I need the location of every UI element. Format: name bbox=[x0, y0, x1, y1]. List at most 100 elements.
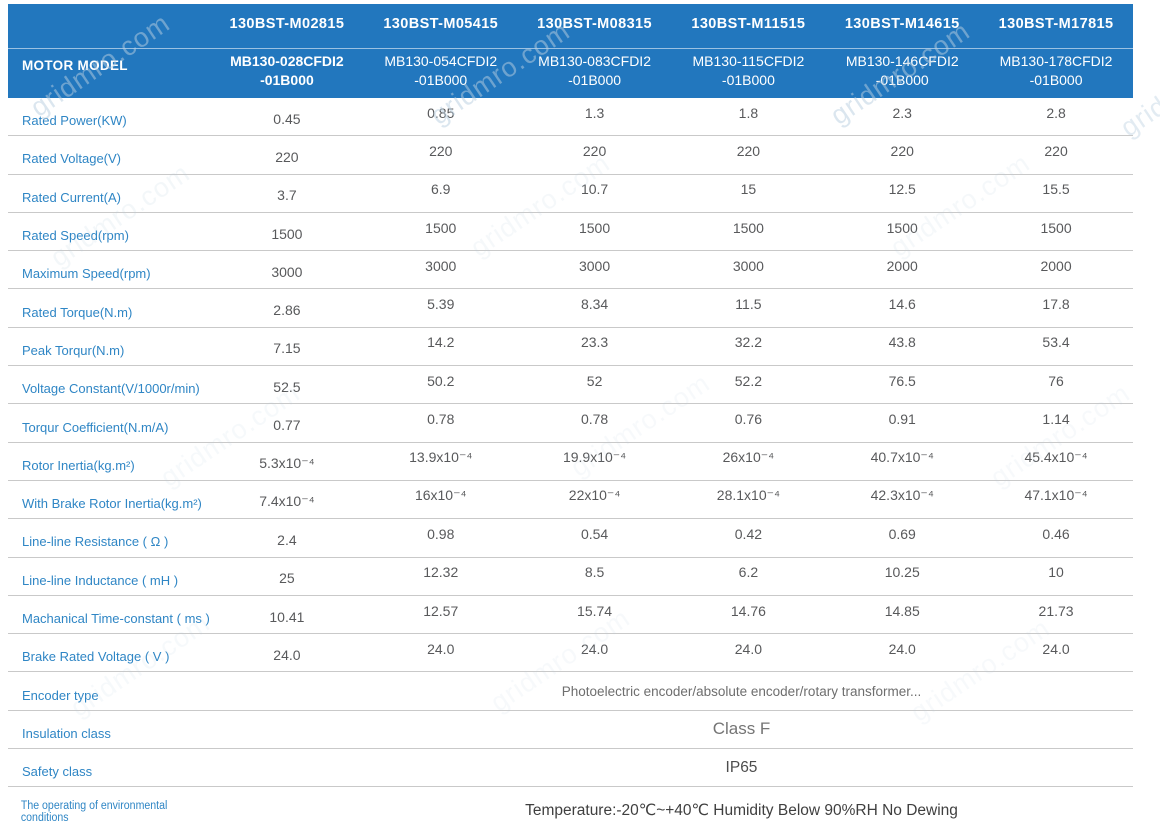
spec-value: 42.3x10⁻⁴ bbox=[870, 487, 934, 504]
spec-value: 14.85 bbox=[884, 602, 920, 619]
spec-span-row-safety: Safety class IP65 bbox=[8, 749, 1133, 788]
spec-value: 220 bbox=[736, 142, 761, 159]
model-header-cell: 130BST-M05415 MB130-054CFDI2 -01B000 bbox=[364, 4, 518, 98]
span-value: Class F bbox=[712, 719, 771, 739]
spec-value: 12.57 bbox=[423, 602, 459, 619]
spec-value: 1500 bbox=[578, 219, 611, 236]
span-value: Photoelectric encoder/absolute encoder/r… bbox=[561, 683, 922, 699]
spec-value: 24.0 bbox=[273, 646, 301, 663]
model-code-line2: -01B000 bbox=[721, 72, 775, 88]
spec-span-row-encoder: Encoder type Photoelectric encoder/absolu… bbox=[8, 672, 1133, 711]
spec-value: 6.2 bbox=[738, 564, 759, 581]
spec-row: Peak Torqur(N.m) 7.15 14.2 23.3 32.2 43.8 53.4 bbox=[8, 328, 1133, 367]
spec-value: 6.9 bbox=[431, 181, 451, 198]
model-code-line1: MB130-054CFDI2 bbox=[384, 53, 498, 69]
model-code: MB130-146CFDI2 -01B000 bbox=[825, 52, 979, 90]
spec-value: 32.2 bbox=[734, 334, 763, 351]
spec-row: Rated Power(KW) 0.45 0.85 1.3 1.8 2.3 2.8 bbox=[8, 98, 1133, 137]
model-code-line1: MB130-028CFDI2 bbox=[230, 53, 344, 69]
spec-row: Voltage Constant(V/1000r/min) 52.5 50.2 52 5… bbox=[8, 366, 1133, 405]
model-header-cell: 130BST-M17815 MB130-178CFDI2 -01B000 bbox=[979, 4, 1133, 98]
row-label: Rated Voltage(V) bbox=[22, 151, 122, 167]
spec-value: 21.73 bbox=[1038, 602, 1074, 619]
spec-row: Torqur Coefficient(N.m/A) 0.77 0.78 0.78 0.7… bbox=[8, 404, 1133, 443]
spec-value: 13.9x10⁻⁴ bbox=[409, 448, 473, 465]
spec-value: 1500 bbox=[271, 225, 303, 242]
spec-value: 24.0 bbox=[734, 640, 763, 657]
model-series: 130BST-M08315 bbox=[537, 16, 652, 32]
spec-value: 2.3 bbox=[892, 104, 912, 121]
spec-value: 1500 bbox=[425, 219, 457, 236]
spec-value: 10.41 bbox=[269, 608, 305, 625]
spec-row: Brake Rated Voltage ( V ) 24.0 24.0 24.0 24.… bbox=[8, 634, 1133, 673]
spec-value: 14.76 bbox=[730, 602, 766, 619]
table-body: Rated Power(KW) 0.45 0.85 1.3 1.8 2.3 2.8 Rated… bbox=[8, 98, 1133, 826]
spec-value: 2.4 bbox=[277, 531, 297, 548]
spec-value: 5.39 bbox=[427, 296, 455, 313]
spec-value: 3000 bbox=[271, 263, 303, 280]
spec-value: 15.74 bbox=[577, 602, 613, 619]
spec-value: 24.0 bbox=[888, 640, 916, 657]
row-label: Torqur Coefficient(N.m/A) bbox=[22, 419, 169, 435]
row-label: Insulation class bbox=[22, 725, 111, 741]
model-code-line2: -01B000 bbox=[568, 72, 622, 88]
spec-value: 0.78 bbox=[580, 411, 609, 428]
spec-value: 0.76 bbox=[734, 411, 763, 428]
model-series: 130BST-M05415 bbox=[383, 16, 499, 32]
spec-value: 24.0 bbox=[1042, 640, 1070, 657]
row-label: Line-line Resistance ( Ω ) bbox=[22, 534, 169, 550]
spec-value: 0.45 bbox=[273, 110, 301, 127]
model-header-cell: 130BST-M14615 MB130-146CFDI2 -01B000 bbox=[825, 4, 979, 98]
spec-value: 0.91 bbox=[888, 411, 916, 428]
spec-value: 1500 bbox=[886, 219, 918, 236]
spec-value: 1500 bbox=[1040, 219, 1072, 236]
spec-value: 2000 bbox=[886, 257, 918, 274]
spec-table: MOTOR MODEL 130BST-M02815 MB130-028CFDI2 -… bbox=[8, 4, 1133, 826]
model-code: MB130-178CFDI2 -01B000 bbox=[979, 52, 1133, 90]
model-columns: 130BST-M02815 MB130-028CFDI2 -01B000 130BST… bbox=[210, 4, 1133, 98]
model-code-line1: MB130-083CFDI2 bbox=[538, 53, 651, 69]
spec-value: 22x10⁻⁴ bbox=[568, 487, 621, 504]
span-value: Temperature:-20℃~+40℃ Humidity Below 90%… bbox=[525, 801, 958, 819]
spec-value: 11.5 bbox=[735, 296, 762, 313]
spec-value: 76.5 bbox=[888, 372, 916, 389]
spec-value: 1.8 bbox=[738, 104, 759, 121]
model-header-cell: 130BST-M11515 MB130-115CFDI2 -01B000 bbox=[671, 4, 825, 98]
spec-value: 220 bbox=[275, 148, 299, 165]
spec-value: 12.5 bbox=[888, 181, 916, 198]
spec-value: 14.6 bbox=[888, 296, 916, 313]
spec-value: 0.85 bbox=[427, 104, 455, 121]
spec-value: 1.3 bbox=[584, 104, 605, 121]
motor-model-label: MOTOR MODEL bbox=[22, 58, 128, 73]
spec-row: Line-line Resistance ( Ω ) 2.4 0.98 0.54 0.4… bbox=[8, 519, 1133, 558]
model-code-line1: MB130-115CFDI2 bbox=[692, 53, 805, 69]
model-header-cell: 130BST-M08315 MB130-083CFDI2 -01B000 bbox=[518, 4, 672, 98]
spec-value: 26x10⁻⁴ bbox=[722, 448, 775, 465]
model-code-line2: -01B000 bbox=[414, 72, 468, 88]
spec-value: 220 bbox=[1044, 142, 1068, 159]
spec-value: 12.32 bbox=[423, 564, 459, 581]
model-code: MB130-083CFDI2 -01B000 bbox=[518, 52, 672, 90]
model-code-line2: -01B000 bbox=[260, 72, 314, 88]
spec-value: 25 bbox=[279, 570, 295, 587]
spec-value: 10.7 bbox=[580, 181, 609, 198]
spec-row: Rated Current(A) 3.7 6.9 10.7 15 12.5 15.5 bbox=[8, 175, 1133, 213]
spec-value: 76 bbox=[1048, 372, 1064, 389]
row-label: Rotor Inertia(kg.m²) bbox=[22, 457, 135, 473]
model-code: MB130-054CFDI2 -01B000 bbox=[364, 52, 518, 90]
row-label: Machanical Time-constant ( ms ) bbox=[22, 611, 210, 626]
spec-value: 2.86 bbox=[273, 302, 301, 319]
spec-value: 8.34 bbox=[580, 296, 609, 313]
spec-value: 40.7x10⁻⁴ bbox=[870, 448, 934, 465]
spec-value: 50.2 bbox=[427, 372, 455, 389]
model-series: 130BST-M17815 bbox=[998, 16, 1114, 32]
spec-value: 24.0 bbox=[427, 640, 455, 657]
model-series: 130BST-M02815 bbox=[229, 16, 345, 32]
spec-row: Rotor Inertia(kg.m²) 5.3x10⁻⁴ 13.9x10⁻⁴ 19.… bbox=[8, 443, 1133, 481]
spec-span-row-environment: The operating of environmental condition… bbox=[8, 787, 1133, 826]
spec-value: 0.54 bbox=[580, 525, 609, 542]
spec-value: 3.7 bbox=[277, 187, 297, 204]
row-label: Voltage Constant(V/1000r/min) bbox=[22, 381, 200, 397]
motor-model-header-cell: MOTOR MODEL bbox=[8, 4, 210, 98]
row-label: Encoder type bbox=[22, 687, 99, 703]
